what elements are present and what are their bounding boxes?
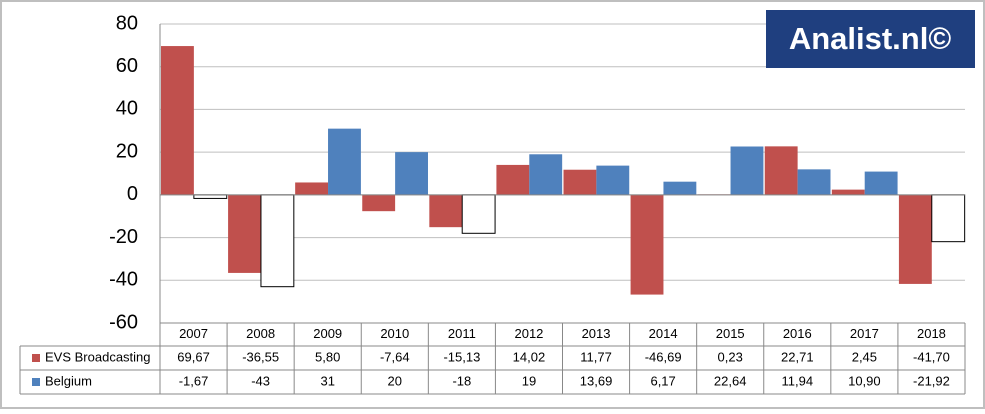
table-value: -1,67 (179, 373, 209, 388)
table-value: 69,67 (177, 349, 210, 364)
table-value: 31 (320, 373, 334, 388)
y-tick-label: -20 (109, 226, 138, 248)
bar (194, 195, 227, 199)
table-value: 14,02 (513, 349, 546, 364)
bar (932, 195, 965, 242)
x-tick-label: 2011 (448, 326, 476, 341)
bar (462, 195, 495, 233)
table-value: 6,17 (650, 373, 675, 388)
y-tick-label: -40 (109, 269, 138, 291)
bar (631, 195, 664, 295)
bar (798, 169, 831, 195)
table-value: 22,64 (714, 373, 747, 388)
x-tick-label: 2009 (313, 326, 342, 341)
table-value: 19 (522, 373, 536, 388)
table-value: -7,64 (380, 349, 410, 364)
y-tick-label: 80 (116, 12, 138, 34)
table-value: -15,13 (443, 349, 480, 364)
table-value: 11,94 (782, 373, 814, 388)
bar (228, 195, 261, 273)
y-tick-label: -60 (109, 311, 138, 333)
bar (765, 146, 798, 195)
table-value: 10,90 (848, 373, 881, 388)
x-tick-label: 2018 (917, 326, 946, 341)
x-tick-label: 2010 (380, 326, 409, 341)
table-value: -43 (251, 373, 270, 388)
bar (261, 195, 294, 287)
table-value: 11,77 (580, 349, 612, 364)
table-value: -41,70 (913, 349, 950, 364)
bar (564, 170, 597, 195)
bar (496, 165, 529, 195)
x-tick-label: 2016 (783, 326, 812, 341)
legend-swatch (32, 354, 40, 362)
y-tick-label: 20 (116, 140, 138, 162)
bar (429, 195, 462, 227)
legend-swatch (32, 378, 40, 386)
bar (663, 182, 696, 195)
bar (832, 190, 865, 195)
y-tick-label: 40 (116, 98, 138, 120)
bar (328, 129, 361, 195)
table-value: -21,92 (913, 373, 950, 388)
bar (731, 147, 764, 195)
table-value: 13,69 (580, 373, 613, 388)
x-tick-label: 2013 (582, 326, 611, 341)
x-tick-label: 2008 (246, 326, 275, 341)
table-value: -18 (452, 373, 471, 388)
table-value: 2,45 (852, 349, 877, 364)
x-tick-label: 2007 (179, 326, 208, 341)
bar (161, 46, 194, 195)
y-tick-label: 60 (116, 55, 138, 77)
bar (362, 195, 395, 211)
bar (395, 152, 428, 195)
x-tick-label: 2017 (850, 326, 879, 341)
x-tick-label: 2015 (716, 326, 745, 341)
table-value: -46,69 (645, 349, 682, 364)
bar (529, 154, 562, 195)
x-tick-label: 2014 (649, 326, 678, 341)
table-value: 0,23 (718, 349, 743, 364)
y-tick-label: 0 (127, 183, 138, 205)
x-tick-label: 2012 (514, 326, 543, 341)
bar (295, 182, 328, 194)
table-value: 22,71 (781, 349, 814, 364)
bar (865, 172, 898, 195)
legend-label: Belgium (45, 373, 92, 388)
table-value: 5,80 (315, 349, 340, 364)
table-value: 20 (388, 373, 402, 388)
watermark: Analist.nl© (789, 21, 952, 56)
bar (596, 166, 629, 195)
legend-label: EVS Broadcasting (45, 349, 151, 364)
bar (899, 195, 932, 284)
table-value: -36,55 (242, 349, 279, 364)
